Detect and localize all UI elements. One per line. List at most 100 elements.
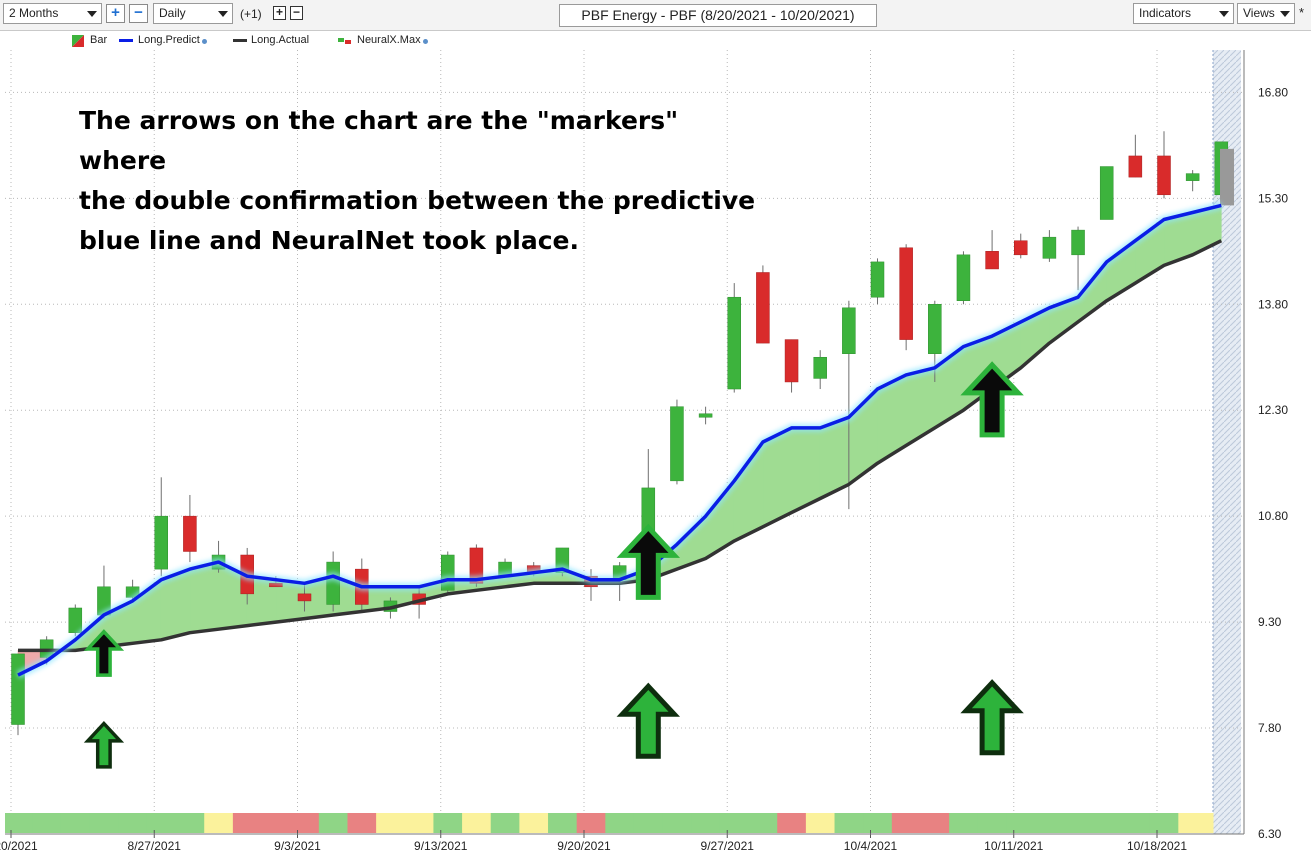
black-arrow-icon (960, 361, 1024, 438)
neuralnet-cell-g (834, 813, 864, 833)
y-tick-label: 15.30 (1258, 191, 1288, 205)
legend-long-predict-label: Long.Predict (138, 34, 200, 46)
candle-up (956, 254, 971, 301)
settings-dot-icon[interactable] (422, 39, 428, 44)
candle-down (297, 593, 312, 602)
neuralnet-cell-y (1206, 813, 1214, 833)
y-tick-label: 9.30 (1258, 615, 1282, 629)
arrow-layer (83, 361, 1024, 769)
neuralnet-cell-g (748, 813, 778, 833)
neuralnet-cell-g (1035, 813, 1065, 833)
views-dropdown[interactable]: Views (1237, 3, 1295, 24)
candle-up (670, 406, 684, 482)
chart-title: PBF Energy - PBF (8/20/2021 - 10/20/2021… (559, 4, 877, 27)
offset-label: (+1) (240, 7, 262, 21)
annotation-line: The arrows on the chart are the "markers… (79, 106, 679, 175)
neuralx-swatch-icon (338, 38, 351, 44)
candle-down (183, 515, 197, 552)
candle-down (985, 251, 999, 270)
candle-up (928, 304, 942, 354)
candle-down (1014, 240, 1028, 256)
y-tick-label: 7.80 (1258, 721, 1282, 735)
neuralnet-cell-g (977, 813, 1007, 833)
range-dropdown-label: 2 Months (9, 6, 59, 20)
neuralnet-cell-g (605, 813, 635, 833)
interval-dropdown[interactable]: Daily (153, 3, 233, 24)
candle-up (813, 356, 827, 379)
legend-bar-label: Bar (90, 34, 108, 46)
settings-dot-icon[interactable] (201, 39, 207, 44)
bar-swatch-icon (72, 35, 84, 47)
axis-layer: 16.80 15.30 13.80 12.30 10.80 9.30 7.80 6.30 8/2… (0, 50, 1288, 853)
y-tick-label: 6.30 (1258, 827, 1282, 841)
x-tick-label: 9/27/2021 (701, 839, 755, 853)
band-fill-up (189, 561, 219, 634)
legend-long-predict-text: Long.Predict (138, 34, 207, 46)
step-minus-button[interactable]: − (290, 6, 303, 20)
neuralnet-cell-g (146, 813, 177, 833)
toolbar: 2 Months + − Daily (+1) + − PBF Energy -… (0, 0, 1311, 31)
neuralnet-strip (5, 813, 1214, 833)
indicators-dropdown-label: Indicators (1139, 6, 1192, 20)
neuralnet-cell-y (462, 813, 492, 833)
neuralnet-cell-y (404, 813, 434, 833)
candle-up (1185, 173, 1200, 181)
neuralnet-cell-g (949, 813, 979, 833)
candle-up (1042, 236, 1057, 259)
legend-neuralx-text: NeuralX.Max (357, 34, 428, 46)
chevron-down-icon (218, 11, 228, 17)
candle-down (1128, 155, 1143, 178)
y-tick-label: 16.80 (1258, 85, 1288, 99)
x-tick-label: 10/11/2021 (984, 839, 1043, 853)
projected-bar (1220, 148, 1234, 206)
neuralnet-cell-g (118, 813, 148, 833)
neuralnet-cell-r (347, 813, 377, 833)
candle-up (1099, 166, 1114, 220)
neuralnet-cell-g (318, 813, 348, 833)
star-indicator: * (1299, 5, 1305, 20)
y-tick-label: 13.80 (1258, 297, 1288, 311)
candle-up (870, 261, 885, 298)
line-layer (16, 201, 1223, 679)
neuralnet-cell-g (1149, 813, 1179, 833)
neuralnet-cell-g (1063, 813, 1093, 833)
indicators-dropdown[interactable]: Indicators (1133, 3, 1234, 24)
step-plus-button[interactable]: + (273, 6, 286, 20)
annotation-line: blue line and NeuralNet took place. (79, 226, 579, 255)
y-tick-label: 12.30 (1258, 403, 1288, 417)
candle-up (698, 413, 713, 418)
green-arrow-icon (83, 720, 125, 769)
neuralnet-cell-g (5, 813, 33, 833)
chevron-down-icon (1219, 11, 1229, 17)
candle-up (68, 607, 83, 633)
price-chart[interactable]: 16.80 15.30 13.80 12.30 10.80 9.30 7.80 6.30 8/2… (0, 50, 1311, 866)
range-dropdown[interactable]: 2 Months (3, 3, 102, 24)
candle-up (441, 554, 455, 591)
neuralnet-cell-r (576, 813, 606, 833)
x-tick-label: 8/20/2021 (0, 839, 38, 853)
black-arrow-icon (83, 629, 125, 677)
candle-down (784, 339, 799, 383)
neuralnet-cell-g (1121, 813, 1151, 833)
interval-dropdown-label: Daily (159, 6, 186, 20)
neuralnet-cell-r (777, 813, 807, 833)
legend-neuralx-max-label: NeuralX.Max (357, 34, 421, 46)
zoom-in-button[interactable]: + (106, 4, 125, 23)
neuralnet-cell-g (32, 813, 62, 833)
neuralnet-cell-g (60, 813, 91, 833)
x-tick-label: 9/3/2021 (274, 839, 321, 853)
long-predict-line (17, 203, 1222, 677)
green-arrow-icon (616, 682, 681, 759)
candle-up (154, 515, 168, 570)
neuralnet-cell-r (920, 813, 950, 833)
neuralnet-cell-g (863, 813, 893, 833)
neuralnet-cell-g (433, 813, 463, 833)
candle-up (326, 561, 340, 605)
x-tick-label: 9/13/2021 (414, 839, 468, 853)
neuralnet-cell-g (633, 813, 664, 833)
neuralnet-cell-g (175, 813, 205, 833)
neuralnet-cell-y (519, 813, 549, 833)
views-dropdown-label: Views (1243, 6, 1275, 20)
zoom-out-button[interactable]: − (129, 4, 148, 23)
x-tick-label: 10/4/2021 (844, 839, 898, 853)
